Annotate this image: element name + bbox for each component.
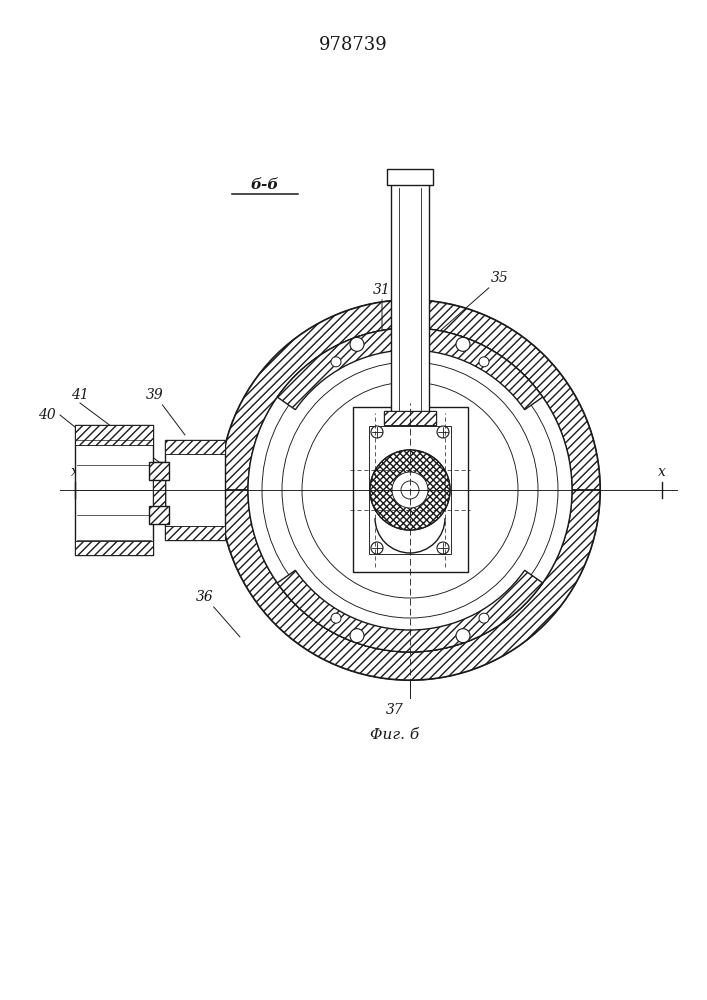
Text: x: x xyxy=(658,465,666,479)
Text: 37: 37 xyxy=(386,703,404,717)
Circle shape xyxy=(437,426,449,438)
Bar xyxy=(153,462,165,518)
Bar xyxy=(387,169,433,185)
Bar xyxy=(165,440,225,454)
Circle shape xyxy=(331,357,341,367)
Bar xyxy=(353,407,468,572)
Circle shape xyxy=(479,357,489,367)
Circle shape xyxy=(479,613,489,623)
Circle shape xyxy=(248,328,572,652)
Circle shape xyxy=(350,629,364,643)
Wedge shape xyxy=(220,300,600,490)
Wedge shape xyxy=(277,328,543,410)
Circle shape xyxy=(456,629,470,643)
Bar xyxy=(369,426,451,554)
Bar xyxy=(75,425,153,445)
Circle shape xyxy=(370,450,450,530)
Text: Φиг. б: Φиг. б xyxy=(370,728,419,742)
Text: 978739: 978739 xyxy=(319,36,388,54)
Circle shape xyxy=(401,481,419,499)
Bar xyxy=(165,440,225,540)
Bar xyxy=(153,462,165,518)
Text: x: x xyxy=(71,465,79,479)
Text: б-б: б-б xyxy=(251,178,279,192)
Circle shape xyxy=(350,337,364,351)
Bar xyxy=(149,506,169,524)
Circle shape xyxy=(456,337,470,351)
Text: 36: 36 xyxy=(196,590,240,637)
Bar xyxy=(75,541,153,555)
Text: 39: 39 xyxy=(146,388,185,435)
Circle shape xyxy=(220,300,600,680)
Circle shape xyxy=(371,542,383,554)
Text: 31: 31 xyxy=(373,283,391,338)
Wedge shape xyxy=(220,490,600,680)
Circle shape xyxy=(331,613,341,623)
Circle shape xyxy=(437,542,449,554)
Bar xyxy=(384,411,436,425)
Bar xyxy=(75,425,153,555)
Text: 40: 40 xyxy=(38,408,56,422)
Circle shape xyxy=(392,472,428,508)
Bar xyxy=(384,411,436,425)
Text: 35: 35 xyxy=(432,271,509,338)
Circle shape xyxy=(371,426,383,438)
Circle shape xyxy=(370,450,450,530)
Text: 41: 41 xyxy=(71,388,89,402)
Bar xyxy=(149,462,169,480)
Bar xyxy=(165,526,225,540)
Wedge shape xyxy=(277,570,543,652)
Bar xyxy=(391,183,429,413)
